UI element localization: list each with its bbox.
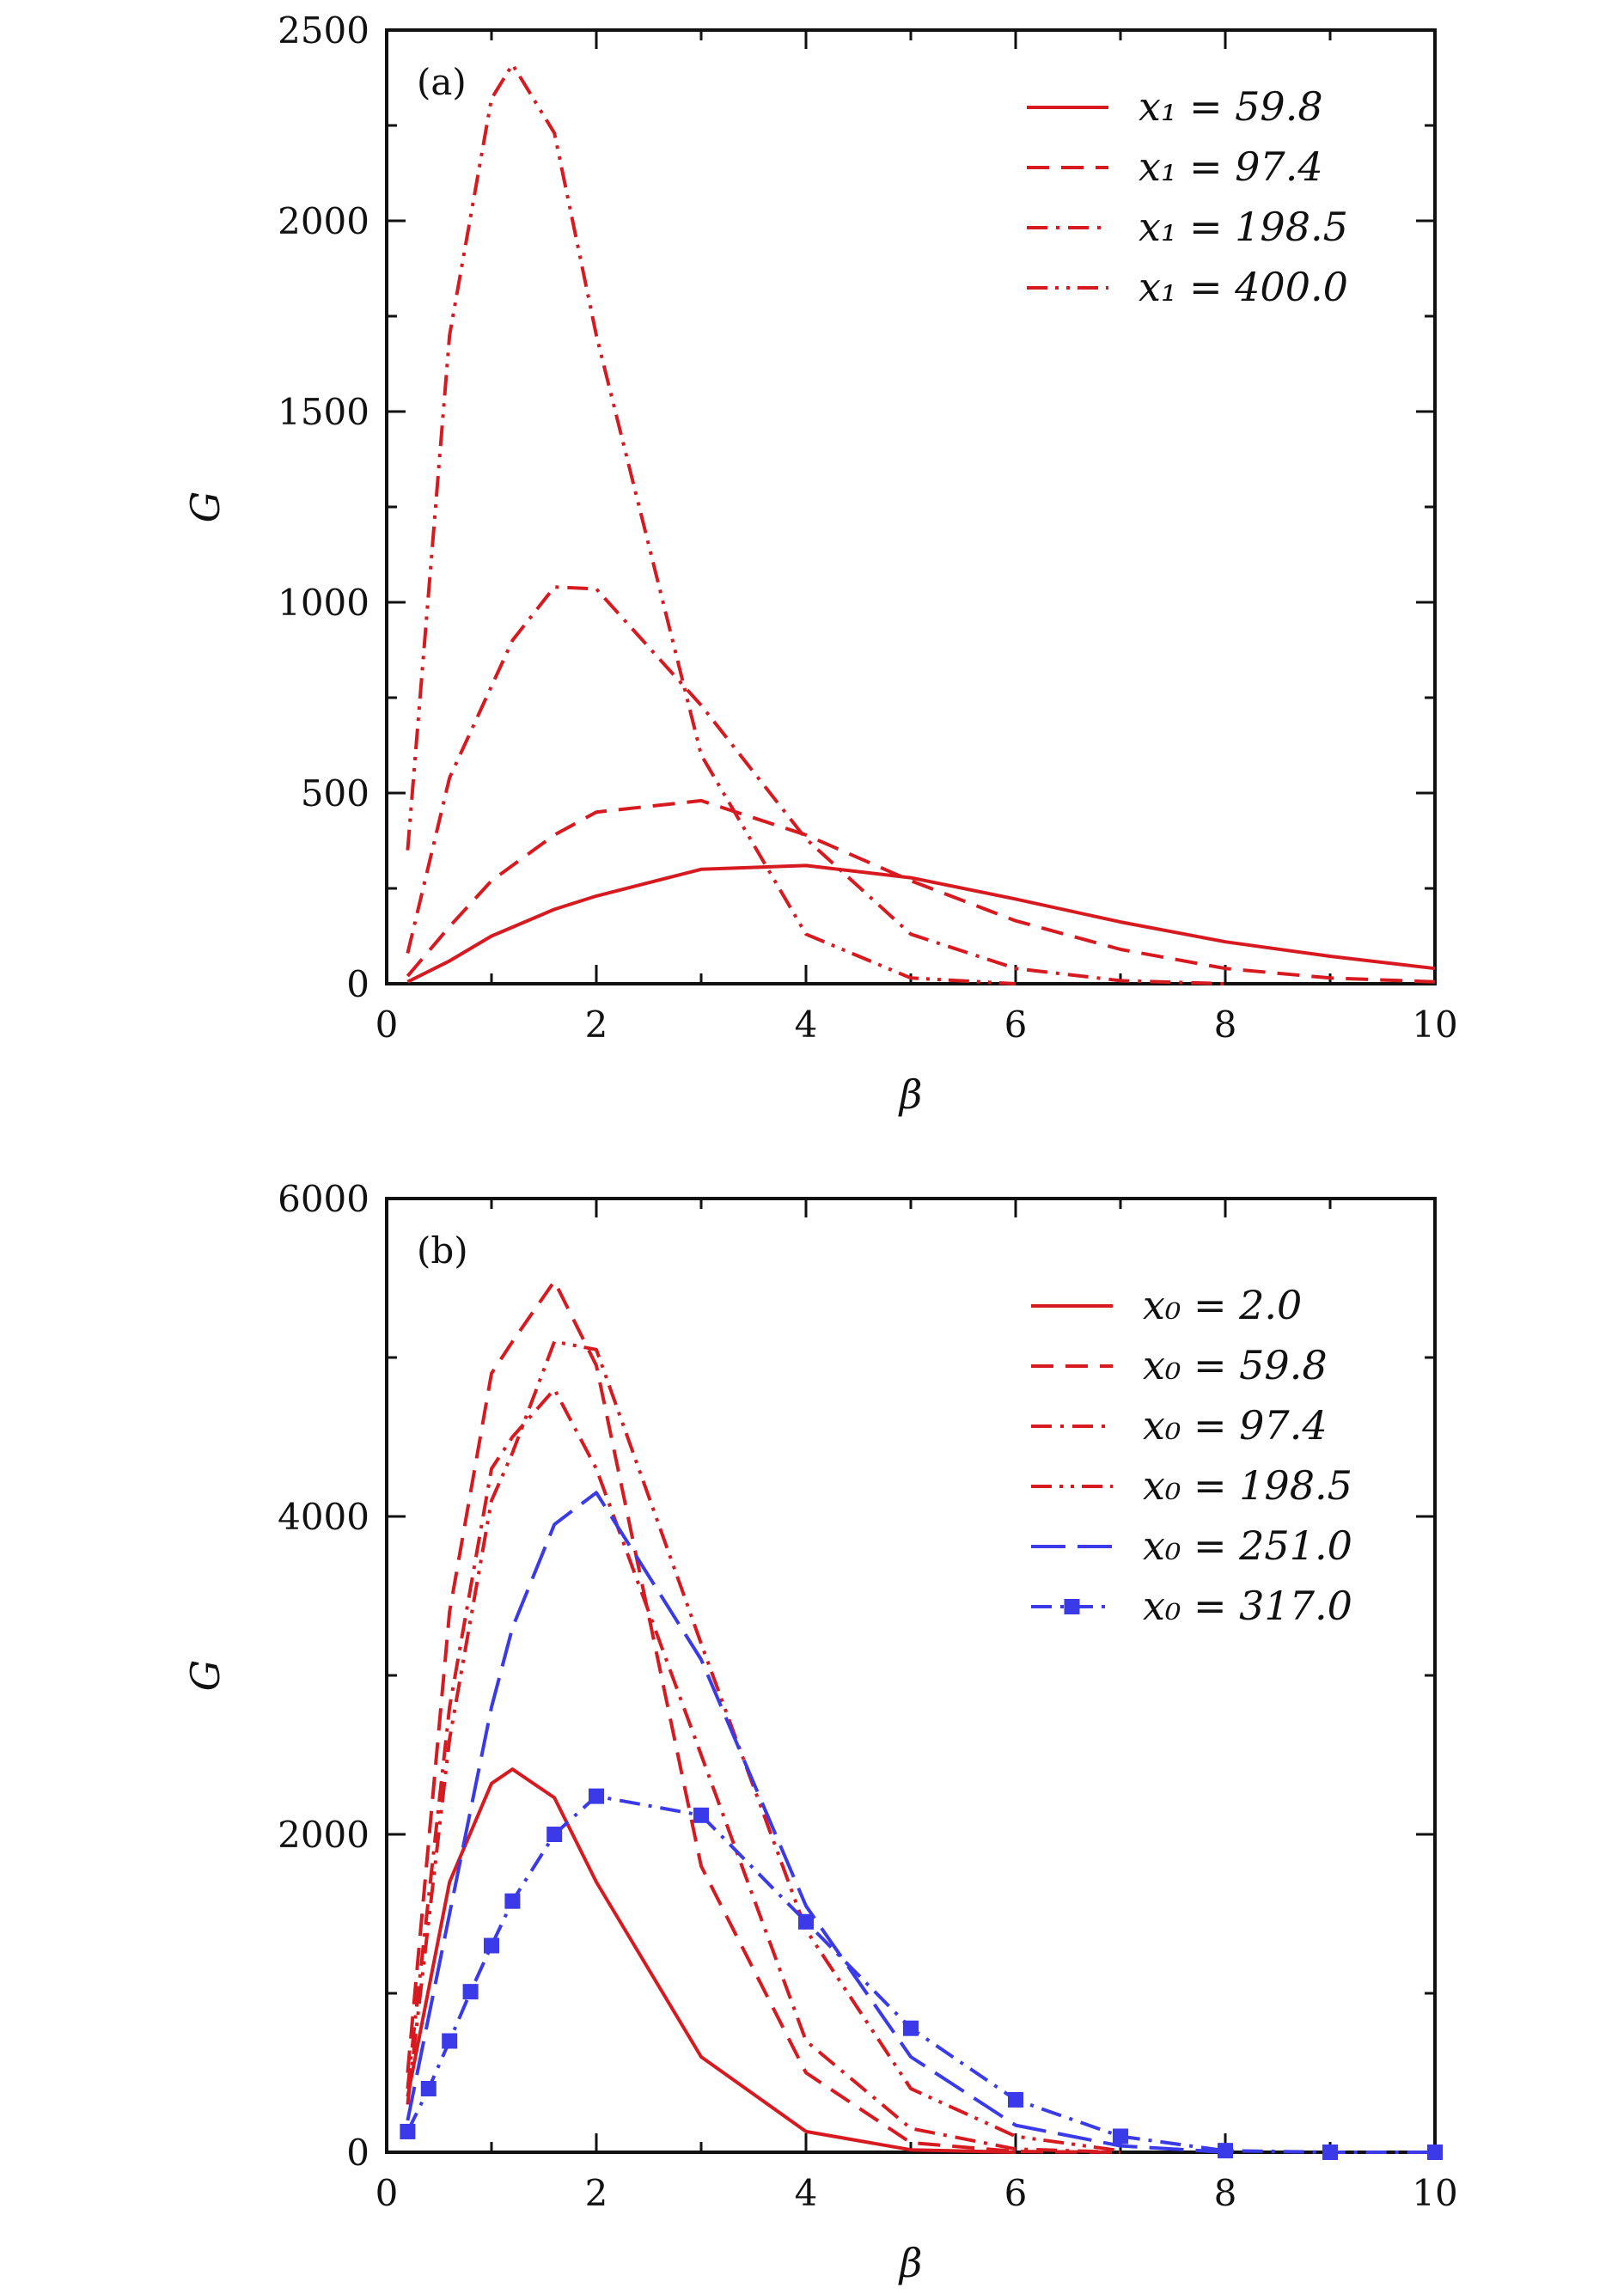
data-point-marker <box>504 1893 521 1909</box>
series-line-4 <box>406 1339 1121 2153</box>
y-axis-title: G <box>182 491 229 523</box>
series-line-2 <box>406 1279 1121 2154</box>
data-point-marker <box>1113 2128 1128 2145</box>
x-tick-label: 8 <box>1214 2172 1237 2214</box>
data-point-marker <box>420 2081 437 2096</box>
legend-label: x₀ = 317.0 <box>1143 1583 1352 1629</box>
series-line-1 <box>406 863 1436 984</box>
x-tick-label: 8 <box>1214 1004 1237 1046</box>
data-point-marker <box>693 1807 709 1823</box>
legend-label: x₀ = 59.8 <box>1143 1342 1328 1388</box>
legend-label: x₀ = 198.5 <box>1143 1462 1352 1509</box>
data-point-marker <box>442 2033 458 2049</box>
x-tick-label: 2 <box>585 2172 608 2214</box>
y-tick-label: 2000 <box>278 200 369 242</box>
x-axis-title: β <box>898 2240 923 2286</box>
x-tick-label: 4 <box>795 2172 818 2214</box>
legend-label: x₀ = 2.0 <box>1143 1282 1302 1328</box>
x-tick-label: 10 <box>1412 2172 1457 2214</box>
x-tick-label: 6 <box>1004 2172 1028 2214</box>
chart-panel-1: 0 2 4 6 8 10 0 500 1000 1500 2000 2500 β G (a) x₁ = 59.… <box>182 9 1458 1118</box>
y-tick-label: 0 <box>346 963 369 1005</box>
data-point-marker <box>484 1937 499 1954</box>
legend-label: x₁ = 97.4 <box>1139 143 1323 190</box>
y-tick-label: 4000 <box>278 1496 369 1538</box>
series-line-5 <box>406 1491 1226 2154</box>
x-tick-label: 4 <box>795 1004 818 1046</box>
panel-label: (b) <box>417 1229 468 1272</box>
x-tick-label: 0 <box>375 1004 399 1046</box>
y-tick-label: 500 <box>301 772 369 814</box>
data-point-marker <box>400 2123 416 2139</box>
y-tick-label: 1000 <box>278 582 369 624</box>
legend-label: x₁ = 59.8 <box>1139 83 1323 130</box>
data-point-marker <box>1322 2145 1338 2160</box>
x-tick-label: 0 <box>375 2172 399 2214</box>
data-point-marker <box>798 1913 814 1930</box>
data-point-marker <box>1427 2145 1443 2160</box>
x-tick-label: 2 <box>585 1004 608 1046</box>
series-line-6 <box>406 1794 1435 2154</box>
legend-marker <box>1064 1599 1080 1614</box>
legend-label: x₀ = 97.4 <box>1143 1402 1328 1449</box>
chart-panel-2: 0 2 4 6 8 10 0 2000 4000 6000 β G (b) x₀ = 2.0 x₀ = 59… <box>182 1178 1458 2286</box>
data-point-marker <box>903 2020 919 2036</box>
y-tick-label: 1500 <box>278 391 369 433</box>
data-point-marker <box>1008 2091 1023 2108</box>
data-point-marker <box>546 1827 563 1842</box>
x-axis-title: β <box>898 1071 923 1118</box>
series-line-1 <box>406 1767 1017 2154</box>
y-tick-label: 0 <box>346 2132 369 2174</box>
y-axis-title: G <box>182 1660 229 1692</box>
panel-label: (a) <box>417 61 467 103</box>
legend-label: x₀ = 251.0 <box>1143 1522 1352 1569</box>
series-line-3 <box>406 1388 1121 2154</box>
y-tick-label: 6000 <box>278 1178 369 1220</box>
y-tick-label: 2000 <box>278 1814 369 1856</box>
data-point-marker <box>1218 2143 1233 2159</box>
legend-label: x₁ = 400.0 <box>1139 264 1348 310</box>
x-tick-label: 6 <box>1004 1004 1028 1046</box>
x-tick-label: 10 <box>1412 1004 1457 1046</box>
series-line-2 <box>406 798 1436 984</box>
series-line-4 <box>406 63 1017 985</box>
data-point-marker <box>589 1788 604 1804</box>
y-tick-label: 2500 <box>278 9 369 52</box>
data-point-marker <box>462 1984 479 2000</box>
series-line-3 <box>406 585 1226 985</box>
legend-label: x₁ = 198.5 <box>1139 204 1348 250</box>
